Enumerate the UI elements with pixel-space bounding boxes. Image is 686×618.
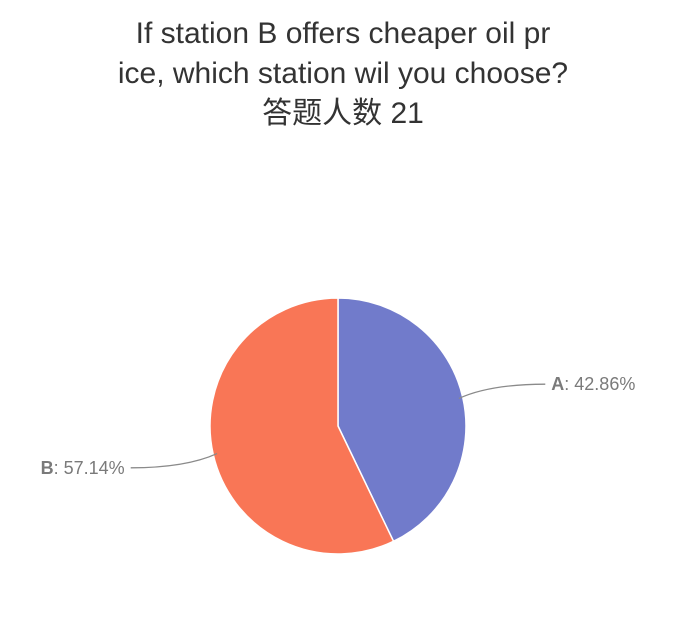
slice-label-b: B: 57.14% [41,458,125,478]
slice-label-a: A: 42.86% [551,374,635,394]
pie-slice-b [209,297,395,555]
chart-title-line-2: ice, which station wil you choose? [117,57,569,90]
leader-line-a [458,383,546,400]
leader-line-b [130,452,218,469]
chart-title-line-3: 答题人数 21 [262,97,424,130]
chart-title: If station B offers cheaper oil pr ice, … [0,14,686,134]
chart-title-line-1: If station B offers cheaper oil pr [135,17,551,50]
pie-slice-a [337,297,467,543]
